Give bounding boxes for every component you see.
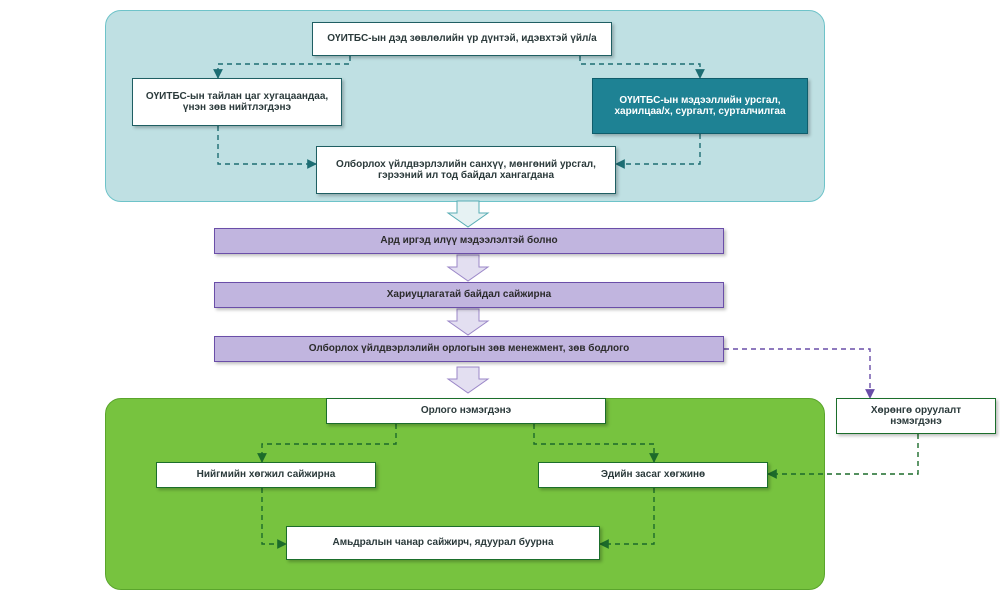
block-arrow-0 — [448, 201, 488, 227]
panel-green — [105, 398, 825, 590]
block-arrow-1 — [448, 255, 488, 281]
block-arrow-2 — [448, 309, 488, 335]
node-income: Орлого нэмэгдэнэ — [326, 398, 606, 424]
node-social: Нийгмийн хөгжил сайжирна — [156, 462, 376, 488]
node-account: Хариуцлагатай байдал сайжирна — [214, 282, 724, 308]
node-extract: Олборлох үйлдвэрлэлийн санхүү, мөнгөний … — [316, 146, 616, 194]
node-invest: Хөрөнгө оруулалт нэмэгдэнэ — [836, 398, 996, 434]
block-arrow-3 — [448, 367, 488, 393]
node-public: Ард иргэд илүү мэдээлэлтэй болно — [214, 228, 724, 254]
node-econ: Эдийн засаг хөгжинө — [538, 462, 768, 488]
node-info: ОҮИТБС-ын мэдээллийн урсгал, харилцаа/х,… — [592, 78, 808, 134]
node-policy: Олборлох үйлдвэрлэлийн орлогын зөв менеж… — [214, 336, 724, 362]
node-report: ОҮИТБС-ын тайлан цаг хугацаандаа, үнэн з… — [132, 78, 342, 126]
edge-4 — [724, 349, 870, 398]
node-sub: ОҮИТБС-ын дэд зөвлөлийн үр дүнтэй, идэвх… — [312, 22, 612, 56]
flowchart-canvas: ОҮИТБС-ын дэд зөвлөлийн үр дүнтэй, идэвх… — [0, 0, 1000, 606]
node-life: Амьдралын чанар сайжирч, ядуурал буурна — [286, 526, 600, 560]
